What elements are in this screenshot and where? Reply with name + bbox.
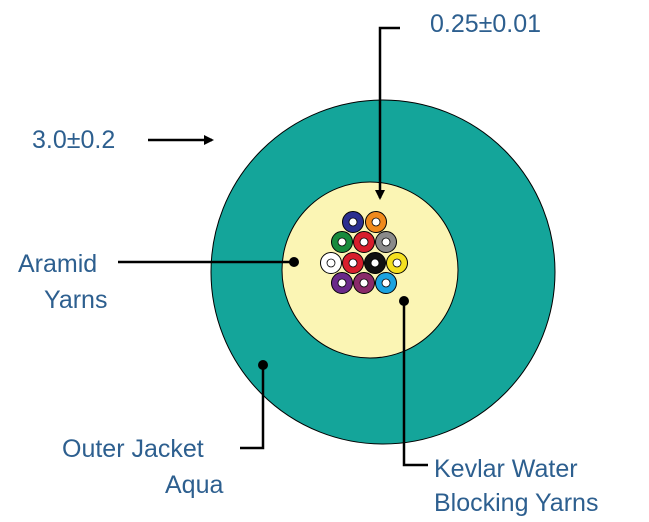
dot [399, 296, 409, 306]
label: Aramid [18, 250, 97, 278]
dot [258, 360, 268, 370]
label: Yarns [44, 286, 107, 314]
leader-kevlar [402, 301, 428, 467]
fiber-core [392, 258, 402, 268]
fiber-core [337, 278, 347, 288]
fiber-bundle [320, 211, 408, 294]
fiber-core [381, 237, 391, 247]
fiber-core [337, 237, 347, 247]
label: Kevlar Water [434, 455, 578, 483]
fiber-core [381, 278, 391, 288]
fiber-core [359, 278, 369, 288]
fiber-core [371, 217, 381, 227]
fiber-core [348, 258, 358, 268]
fiber-core [348, 217, 358, 227]
dot [289, 257, 299, 267]
fiber-core [326, 258, 336, 268]
leader-jacket [240, 365, 265, 450]
fiber-core [359, 237, 369, 247]
fiber-core [370, 258, 380, 268]
label: 0.25±0.01 [430, 10, 541, 38]
label: Aqua [165, 471, 223, 499]
leader-fiber [375, 26, 400, 200]
label: Blocking Yarns [434, 489, 598, 517]
label: 3.0±0.2 [32, 126, 115, 154]
label: Outer Jacket [62, 435, 204, 463]
